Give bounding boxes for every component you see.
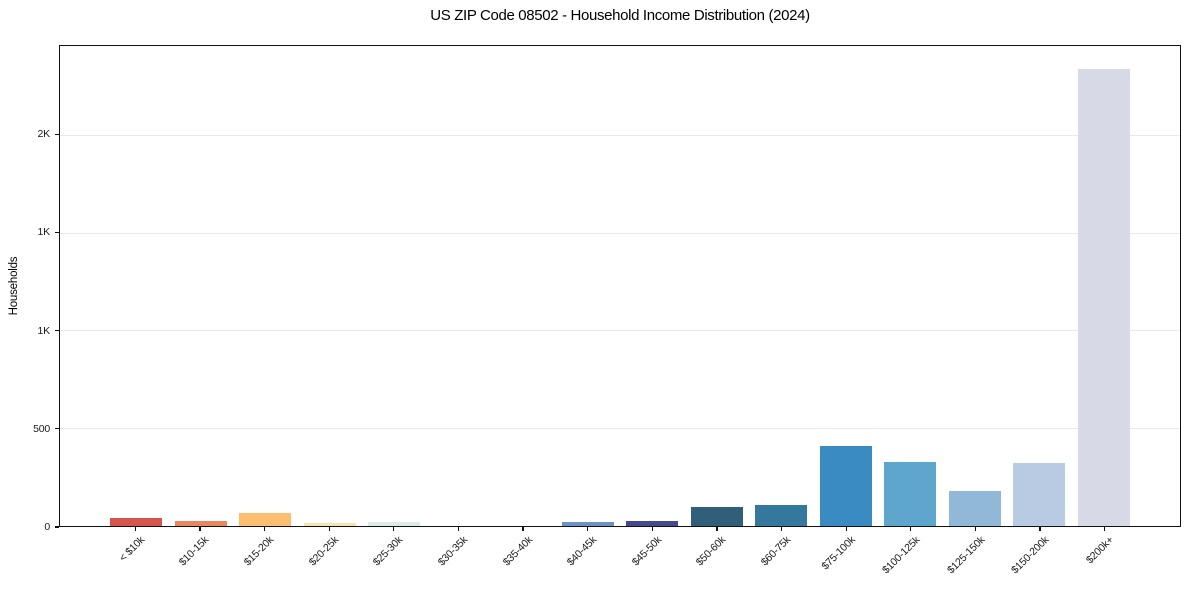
y-tick-label: 1K bbox=[37, 324, 51, 337]
y-tick-mark bbox=[55, 231, 59, 234]
bar bbox=[1077, 69, 1130, 526]
x-tick-mark bbox=[1039, 527, 1041, 531]
plot-area bbox=[59, 45, 1181, 527]
gridlines bbox=[60, 46, 1180, 526]
bar-slot bbox=[1072, 46, 1137, 526]
x-tick-mark bbox=[910, 527, 912, 531]
bar-slot bbox=[620, 46, 685, 526]
x-tick-label: $100-125k bbox=[879, 534, 923, 577]
x-tick-label: $20-25k bbox=[306, 534, 341, 569]
y-tick-label: 500 bbox=[33, 422, 50, 435]
x-tick-label: $150-200k bbox=[1009, 534, 1052, 577]
x-tick-mark bbox=[716, 527, 718, 531]
bar bbox=[561, 522, 614, 526]
x-tick-mark bbox=[522, 527, 524, 531]
y-axis-label: Households bbox=[8, 256, 20, 316]
y-tick-mark bbox=[55, 133, 59, 135]
bar bbox=[110, 517, 163, 526]
bar bbox=[755, 505, 808, 526]
bar bbox=[239, 512, 292, 526]
gridline bbox=[60, 330, 1180, 332]
x-tick-label: $200k+ bbox=[1083, 534, 1117, 567]
x-tick-mark bbox=[1104, 527, 1106, 531]
bar bbox=[174, 520, 227, 526]
x-tick-label: $25-30k bbox=[370, 534, 406, 569]
x-tick-mark bbox=[393, 527, 395, 531]
gridline bbox=[60, 428, 1180, 430]
bar bbox=[690, 507, 743, 526]
y-tick-label: 1K bbox=[37, 226, 51, 239]
bar-slot bbox=[943, 46, 1008, 526]
y-tick-mark bbox=[55, 428, 59, 430]
bar bbox=[819, 445, 872, 526]
x-tick-mark bbox=[651, 527, 653, 531]
bar-slot bbox=[749, 46, 814, 526]
x-tick-mark bbox=[587, 527, 589, 531]
bar-slot bbox=[427, 46, 492, 526]
x-tick-label: $50-60k bbox=[694, 534, 729, 569]
y-tick-mark bbox=[55, 330, 59, 332]
y-tick-mark bbox=[55, 526, 59, 528]
x-tick-mark bbox=[457, 527, 460, 531]
bar bbox=[948, 490, 1001, 526]
bar-slot bbox=[878, 46, 943, 526]
chart-title: US ZIP Code 08502 - Household Income Dis… bbox=[430, 7, 810, 24]
x-tick-mark bbox=[845, 527, 847, 531]
bar bbox=[368, 521, 421, 526]
x-tick-mark bbox=[780, 527, 783, 531]
x-tick-label: $15-20k bbox=[241, 534, 277, 569]
bar-slot bbox=[491, 46, 556, 526]
x-tick-mark bbox=[134, 527, 136, 531]
x-tick-label: $60-75k bbox=[758, 534, 794, 569]
x-tick-label: $45-50k bbox=[629, 534, 664, 569]
y-tick-label: 0 bbox=[44, 521, 50, 533]
bar-slot bbox=[814, 46, 879, 526]
bar-series bbox=[60, 46, 1180, 526]
bar-slot bbox=[1007, 46, 1072, 526]
x-tick-mark bbox=[328, 527, 330, 531]
bar-slot bbox=[169, 46, 234, 526]
gridline bbox=[60, 232, 1180, 234]
x-tick-label: $30-35k bbox=[435, 534, 470, 569]
bar-slot bbox=[104, 46, 169, 526]
x-tick-label: $35-40k bbox=[500, 534, 535, 569]
bar bbox=[626, 521, 679, 526]
x-tick-mark bbox=[263, 527, 266, 531]
x-tick-label: $40-45k bbox=[564, 534, 600, 569]
bar-slot bbox=[556, 46, 621, 526]
x-tick-mark bbox=[974, 527, 977, 531]
y-tick-label: 2K bbox=[37, 128, 51, 141]
x-tick-mark bbox=[199, 527, 201, 531]
x-tick-label: $10-15k bbox=[177, 534, 212, 569]
bar bbox=[1013, 462, 1066, 526]
bar-slot bbox=[298, 46, 363, 526]
bar-slot bbox=[233, 46, 298, 526]
x-tick-label: $125-150k bbox=[944, 534, 987, 577]
x-tick-label: < $10k bbox=[116, 534, 147, 565]
bar-slot bbox=[685, 46, 750, 526]
x-tick-label: $75-100k bbox=[819, 534, 858, 573]
bar bbox=[303, 523, 356, 526]
bar-slot bbox=[362, 46, 427, 526]
gridline bbox=[60, 134, 1180, 136]
bar bbox=[884, 462, 937, 526]
